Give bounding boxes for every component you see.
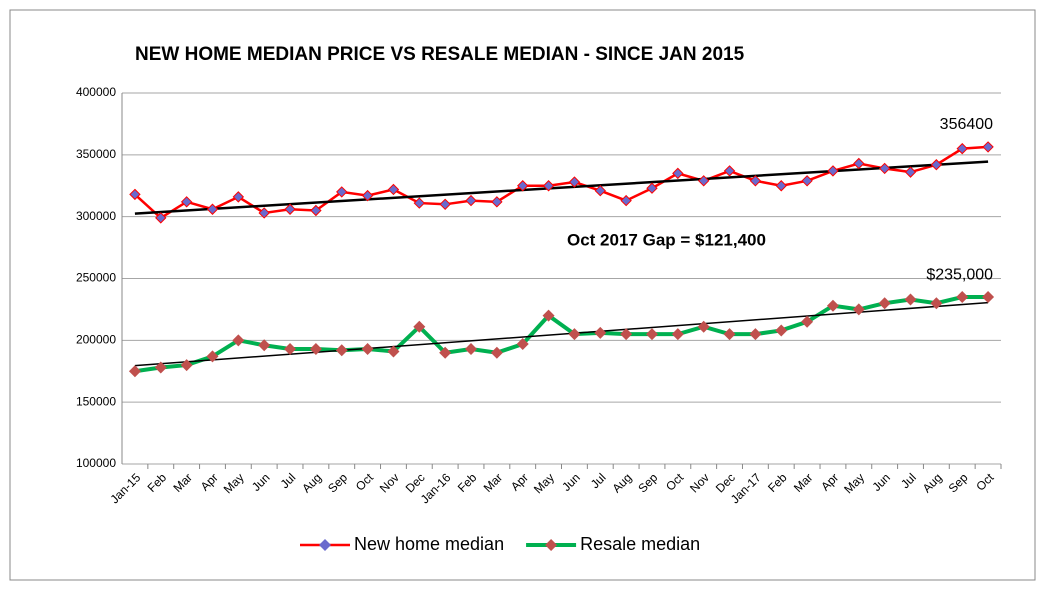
- marker: [439, 198, 451, 211]
- marker: [258, 339, 271, 352]
- marker: [620, 328, 633, 341]
- marker: [542, 180, 555, 192]
- marker: [336, 186, 348, 198]
- marker: [826, 299, 839, 312]
- marker: [956, 291, 969, 304]
- marker: [232, 334, 245, 347]
- marker: [180, 359, 193, 372]
- marker: [568, 328, 581, 341]
- marker: [387, 183, 400, 196]
- y-tick-label: 250000: [76, 271, 116, 285]
- marker: [646, 182, 658, 194]
- series-line: [134, 145, 989, 220]
- marker: [878, 297, 891, 310]
- marker: [154, 361, 167, 374]
- marker: [206, 203, 219, 215]
- marker: [878, 162, 891, 175]
- legend-label: Resale median: [580, 534, 700, 554]
- marker: [310, 204, 322, 217]
- marker: [335, 344, 348, 357]
- marker: [568, 176, 581, 188]
- marker: [413, 197, 426, 209]
- marker: [491, 196, 503, 208]
- value-label: 356400: [940, 116, 993, 133]
- marker: [956, 142, 968, 155]
- legend-label: New home median: [354, 534, 504, 554]
- marker: [723, 328, 736, 341]
- y-tick-label: 200000: [76, 333, 116, 347]
- marker: [645, 328, 658, 341]
- marker: [852, 303, 865, 316]
- y-tick-label: 300000: [76, 209, 116, 223]
- marker: [180, 196, 193, 208]
- series-line: [134, 295, 989, 374]
- y-tick-label: 100000: [76, 456, 116, 470]
- legend-marker: [319, 539, 331, 551]
- y-tick-label: 350000: [76, 147, 116, 161]
- marker: [775, 324, 788, 337]
- marker: [413, 320, 426, 333]
- trend-line: [134, 160, 989, 215]
- marker: [465, 342, 478, 355]
- value-label: $235,000: [926, 266, 993, 283]
- marker: [284, 203, 296, 215]
- marker: [387, 345, 400, 358]
- marker: [155, 212, 167, 224]
- marker: [258, 207, 270, 219]
- marker: [697, 320, 710, 333]
- marker: [594, 184, 606, 197]
- chart-frame: [9, 9, 1036, 581]
- marker: [206, 350, 219, 363]
- marker: [542, 309, 555, 322]
- trend-line: [134, 301, 989, 367]
- marker: [775, 180, 787, 192]
- marker: [801, 315, 814, 328]
- marker: [827, 165, 839, 177]
- marker: [749, 328, 762, 341]
- y-tick-label: 150000: [76, 394, 116, 408]
- marker: [930, 297, 943, 310]
- marker: [490, 346, 503, 359]
- marker: [853, 157, 865, 170]
- marker: [620, 194, 632, 207]
- marker: [128, 365, 141, 378]
- marker: [982, 141, 994, 153]
- marker: [697, 175, 710, 187]
- marker: [465, 194, 477, 207]
- annotation: Oct 2017 Gap = $121,400: [567, 230, 766, 249]
- y-tick-label: 400000: [76, 85, 116, 99]
- marker: [749, 175, 762, 187]
- marker: [129, 188, 141, 201]
- marker: [930, 159, 943, 171]
- marker: [309, 342, 322, 355]
- marker: [671, 328, 684, 341]
- marker: [801, 175, 813, 187]
- marker: [904, 166, 917, 178]
- chart-title: NEW HOME MEDIAN PRICE VS RESALE MEDIAN -…: [135, 44, 745, 65]
- marker: [439, 346, 452, 359]
- marker: [284, 342, 297, 355]
- marker: [361, 342, 374, 355]
- legend-marker: [545, 539, 558, 551]
- marker: [594, 326, 607, 339]
- marker: [904, 293, 917, 306]
- marker: [232, 191, 245, 203]
- marker: [723, 165, 736, 177]
- marker: [517, 180, 529, 192]
- marker: [982, 291, 995, 304]
- marker: [361, 189, 374, 202]
- marker: [516, 338, 529, 351]
- marker: [672, 167, 684, 180]
